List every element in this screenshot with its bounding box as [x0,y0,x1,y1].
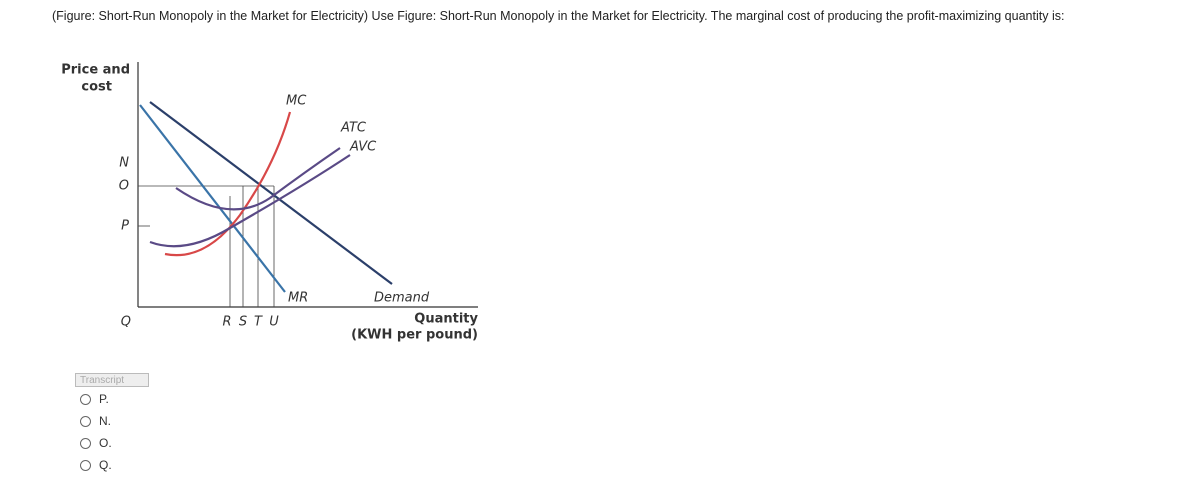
option-label: O. [99,436,112,450]
option[interactable]: P. [80,392,109,406]
mc-curve [164,111,292,257]
option-label: P. [99,392,109,406]
radio[interactable] [80,415,91,427]
option[interactable]: N. [80,414,111,428]
curve-label: MC [286,94,307,109]
price-label: P [121,219,129,234]
quantity-label: R [222,315,231,330]
radio[interactable] [80,459,91,471]
curve-label: MR [288,291,308,306]
option[interactable]: Q. [80,458,112,472]
option-label: Q. [99,458,112,472]
price-label: O [119,179,129,194]
curve-label: ATC [340,121,367,136]
x-axis-label: Quantity [414,312,478,327]
radio[interactable] [80,437,91,449]
price-label: N [119,156,129,171]
x-axis-label: (KWH per pound) [351,328,478,343]
option-label: N. [99,414,111,428]
figure: Price and cost N O P Q MC ATC AVC MR Dem… [61,62,479,343]
mr-curve [139,104,286,293]
demand-curve [149,101,393,285]
atc-curve [175,147,341,211]
y-axis-label: cost [81,80,112,95]
radio[interactable] [80,393,91,405]
price-label: Q [121,315,131,330]
quantity-label: T [254,315,263,330]
y-axis-label: Price and [61,63,130,78]
curve-label: AVC [349,140,377,155]
quantity-label: U [269,315,279,330]
curve-label: Demand [374,291,430,306]
question-text: (Figure: Short-Run Monopoly in the Marke… [52,9,1065,23]
transcript-button[interactable]: Transcript [75,373,149,387]
avc-curve [149,154,351,248]
option[interactable]: O. [80,436,112,450]
quantity-label: S [239,315,247,330]
